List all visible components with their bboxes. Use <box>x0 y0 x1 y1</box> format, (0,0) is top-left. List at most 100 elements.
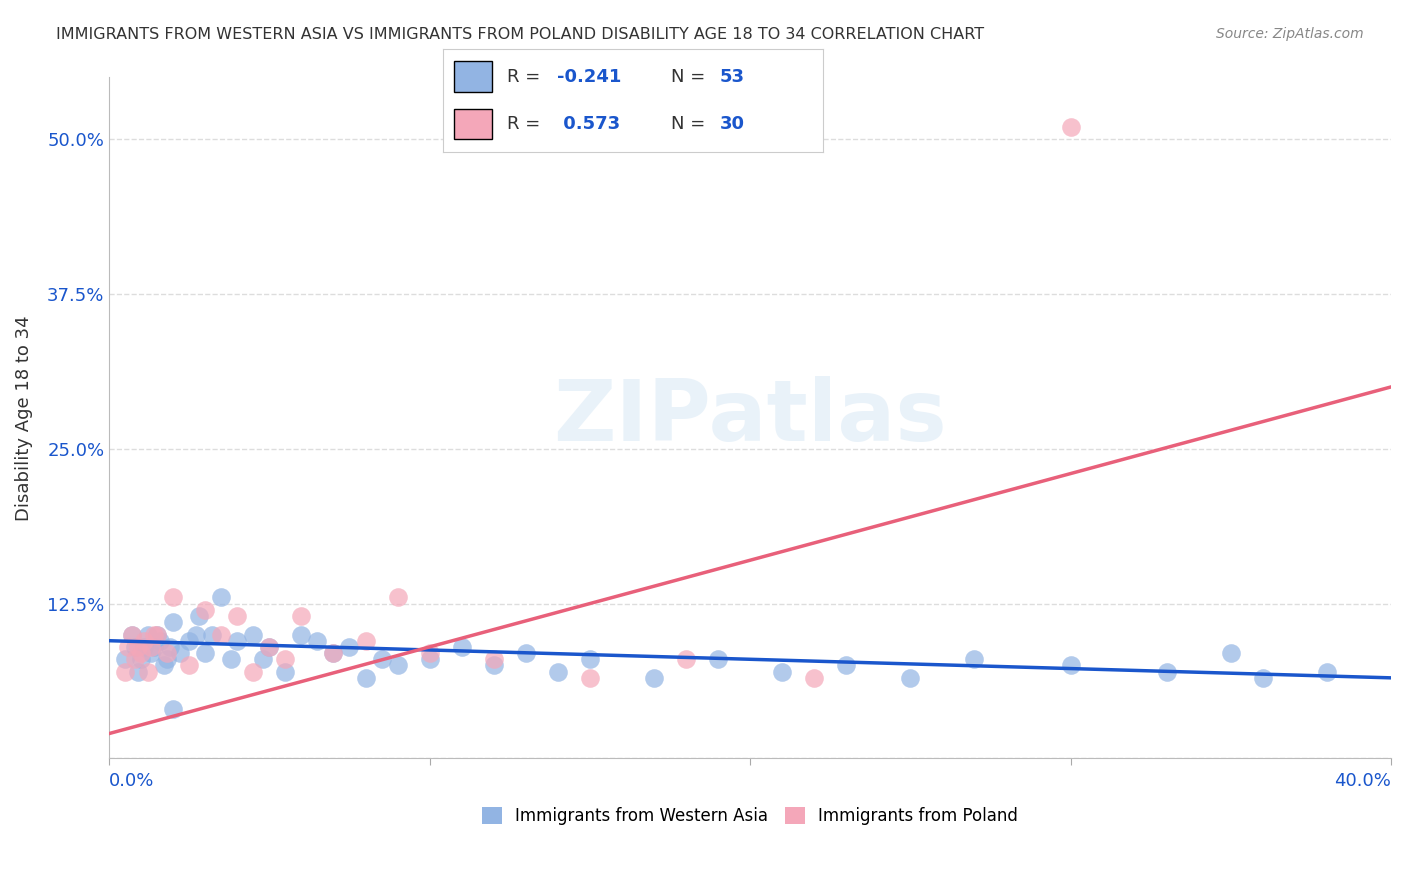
Point <box>419 646 441 660</box>
Point <box>129 652 152 666</box>
Point <box>579 652 602 666</box>
Point <box>194 603 217 617</box>
Point <box>136 627 159 641</box>
Text: 40.0%: 40.0% <box>1334 772 1391 789</box>
Point <box>226 633 249 648</box>
Text: Source: ZipAtlas.com: Source: ZipAtlas.com <box>1216 27 1364 41</box>
Point <box>307 633 329 648</box>
Point <box>156 652 179 666</box>
Point <box>354 633 377 648</box>
Text: N =: N = <box>671 68 710 86</box>
Point <box>134 633 156 648</box>
Point <box>114 652 136 666</box>
Point <box>184 627 207 641</box>
Point <box>898 671 921 685</box>
Point <box>156 646 179 660</box>
Point <box>515 646 537 660</box>
Point <box>114 665 136 679</box>
Point <box>159 640 181 654</box>
Point <box>209 627 232 641</box>
Point <box>643 671 665 685</box>
Point <box>482 652 505 666</box>
Point <box>290 627 312 641</box>
Text: 53: 53 <box>720 68 745 86</box>
Point <box>146 627 169 641</box>
Point <box>387 658 409 673</box>
Point <box>194 646 217 660</box>
Point <box>274 652 297 666</box>
Text: R =: R = <box>508 115 547 133</box>
Point <box>547 665 569 679</box>
Text: IMMIGRANTS FROM WESTERN ASIA VS IMMIGRANTS FROM POLAND DISABILITY AGE 18 TO 34 C: IMMIGRANTS FROM WESTERN ASIA VS IMMIGRAN… <box>56 27 984 42</box>
Point <box>139 646 162 660</box>
Point <box>187 609 209 624</box>
Point <box>143 627 166 641</box>
Point <box>1059 120 1081 134</box>
Point <box>136 665 159 679</box>
Text: R =: R = <box>508 68 547 86</box>
Point <box>149 633 172 648</box>
Y-axis label: Disability Age 18 to 34: Disability Age 18 to 34 <box>15 315 32 521</box>
Point <box>579 671 602 685</box>
FancyBboxPatch shape <box>454 62 492 92</box>
Point <box>121 627 143 641</box>
Point <box>242 665 264 679</box>
Point <box>482 658 505 673</box>
Point <box>162 591 184 605</box>
Point <box>209 591 232 605</box>
Point <box>219 652 242 666</box>
Point <box>242 627 264 641</box>
Point <box>226 609 249 624</box>
Point <box>179 658 201 673</box>
Point <box>259 640 281 654</box>
Text: 0.0%: 0.0% <box>110 772 155 789</box>
Text: N =: N = <box>671 115 710 133</box>
Point <box>675 652 697 666</box>
Point <box>290 609 312 624</box>
Point <box>322 646 344 660</box>
Point <box>835 658 858 673</box>
Point <box>707 652 730 666</box>
Point <box>450 640 472 654</box>
Point <box>1059 658 1081 673</box>
Point <box>124 652 146 666</box>
Point <box>1156 665 1178 679</box>
Point <box>354 671 377 685</box>
Point <box>162 615 184 629</box>
Point <box>370 652 392 666</box>
Point <box>169 646 191 660</box>
Point <box>129 646 152 660</box>
Point <box>1219 646 1241 660</box>
Text: -0.241: -0.241 <box>557 68 621 86</box>
Legend: Immigrants from Western Asia, Immigrants from Poland: Immigrants from Western Asia, Immigrants… <box>475 800 1025 831</box>
FancyBboxPatch shape <box>454 109 492 139</box>
Point <box>121 627 143 641</box>
Point <box>134 640 156 654</box>
Point <box>803 671 825 685</box>
Point <box>419 652 441 666</box>
Point <box>387 591 409 605</box>
Text: ZIPatlas: ZIPatlas <box>553 376 946 459</box>
Point <box>339 640 361 654</box>
Point <box>201 627 224 641</box>
Point <box>162 702 184 716</box>
Point <box>143 640 166 654</box>
Text: 0.573: 0.573 <box>557 115 620 133</box>
Point <box>274 665 297 679</box>
Point <box>127 665 149 679</box>
Point <box>146 627 169 641</box>
Point <box>152 658 174 673</box>
Point <box>252 652 274 666</box>
Point <box>963 652 986 666</box>
Point <box>124 640 146 654</box>
Point <box>179 633 201 648</box>
Text: 30: 30 <box>720 115 745 133</box>
Point <box>770 665 793 679</box>
Point <box>322 646 344 660</box>
Point <box>139 640 162 654</box>
Point <box>127 640 149 654</box>
Point <box>259 640 281 654</box>
Point <box>1316 665 1339 679</box>
Point <box>117 640 139 654</box>
Point <box>1251 671 1274 685</box>
